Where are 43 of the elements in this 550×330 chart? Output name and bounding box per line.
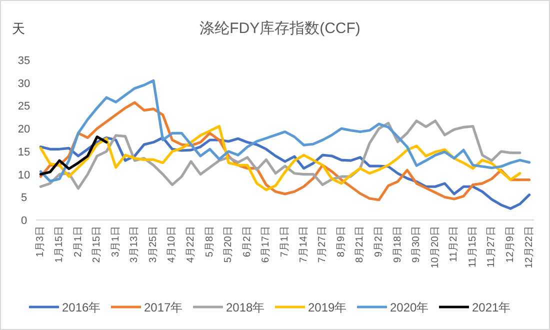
x-tick-label: 8月9日 — [336, 226, 347, 258]
y-tick-label: 5 — [20, 192, 28, 204]
x-tick-label: 3月13日 — [129, 226, 140, 263]
x-tick-label: 11月27日 — [486, 226, 498, 268]
x-tick-label: 9月18日 — [392, 226, 404, 263]
legend-label: 2019年 — [308, 300, 347, 314]
y-tick-label: 25 — [18, 100, 30, 113]
x-tick-label: 7月1日 — [280, 226, 290, 258]
legend-label: 2021年 — [472, 300, 511, 314]
x-tick-label: 2月15日 — [92, 226, 103, 263]
legend-label: 2016年 — [62, 300, 101, 314]
x-tick-label: 8月21日 — [354, 226, 366, 263]
x-tick-label: 3月25日 — [148, 226, 159, 263]
x-tick-label: 5月8日 — [204, 226, 216, 258]
x-tick-label: 9月2日 — [373, 226, 384, 258]
x-tick-label: 7月27日 — [317, 226, 328, 263]
y-tick-label: 35 — [18, 55, 30, 67]
x-tick-label: 6月2日 — [242, 226, 253, 258]
x-tick-label: 4月22日 — [186, 226, 197, 263]
y-tick-label: 10 — [18, 169, 30, 182]
legend-label: 2018年 — [226, 300, 265, 314]
x-tick-label: 9月30日 — [411, 226, 422, 263]
y-tick-label: 15 — [18, 146, 30, 158]
chart-title: 涤纶FDY库存指数(CCF) — [200, 20, 360, 37]
x-tick-label: 12月22日 — [524, 226, 535, 268]
x-tick-label: 11月2日 — [448, 226, 460, 262]
y-tick-label: 0 — [20, 215, 28, 227]
x-tick-label: 7月14日 — [298, 226, 310, 263]
y-tick-label: 30 — [18, 78, 30, 90]
x-tick-label: 6月17日 — [260, 226, 272, 263]
x-tick-label: 10月20日 — [430, 226, 441, 268]
y-tick-label: 20 — [18, 124, 30, 136]
legend-label: 2017年 — [144, 300, 183, 314]
x-tick-label: 11月15日 — [467, 226, 478, 268]
x-tick-label: 5月20日 — [223, 226, 234, 263]
x-tick-label: 3月1日 — [110, 226, 122, 258]
x-tick-label: 4月10日 — [166, 226, 178, 263]
x-tick-label: 1月15日 — [54, 226, 65, 263]
legend-label: 2020年 — [390, 300, 429, 314]
x-tick-label: 2月1日 — [72, 226, 84, 258]
x-tick-label: 12月9日 — [505, 226, 516, 263]
y-axis-title: 天 — [12, 21, 25, 36]
x-tick-label: 1月3日 — [35, 226, 46, 258]
